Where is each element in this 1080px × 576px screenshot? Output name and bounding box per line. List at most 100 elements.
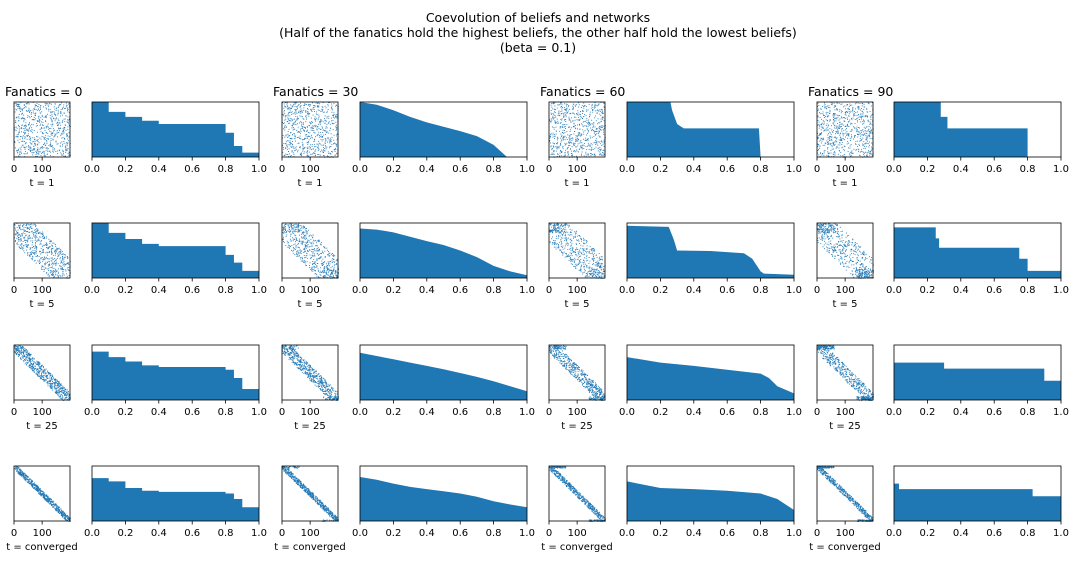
scatter-point [15,130,17,131]
scatter-point [292,141,293,142]
scatter-point [300,257,302,258]
scatter-point [328,270,330,272]
scatter-point [299,359,301,361]
scatter-point [307,231,308,233]
scatter-point [41,364,43,366]
scatter-point [329,123,331,125]
scatter-point [27,252,29,254]
scatter-point [67,256,69,258]
scatter-point [297,230,299,231]
scatter-point [17,466,19,468]
scatter-point [45,121,47,123]
scatter-point [297,355,299,356]
scatter-point [41,111,43,113]
scatter-point [58,127,60,129]
scatter-point [335,260,337,262]
scatter-point [18,114,20,116]
scatter-point [307,250,308,251]
scatter-point [43,116,45,118]
scatter-point [62,259,64,261]
scatter-point [303,368,305,370]
scatter-point [326,512,328,514]
scatter-point [57,274,59,276]
scatter-point [40,147,42,149]
scatter-point [59,395,61,397]
scatter-point [64,118,66,120]
scatter-point [300,360,301,362]
scatter-point [300,230,302,231]
scatter-point [304,369,306,371]
scatter-point [292,127,294,128]
scatter-point [25,245,27,247]
scatter-point [306,130,308,132]
scatter-point [313,247,315,249]
scatter-point [36,254,38,256]
area-frame [359,344,528,401]
scatter-point [284,354,286,356]
scatter-point [291,228,293,230]
scatter-point [32,109,34,111]
scatter-point [320,256,322,258]
scatter-point [53,113,55,115]
scatter-point [43,236,45,238]
scatter-point [41,265,43,267]
scatter-point [45,116,47,118]
scatter-point [26,246,28,248]
scatter-point [297,126,299,128]
scatter-point [295,348,296,350]
scatter-point [67,262,69,264]
scatter-point [326,393,328,394]
scatter-point [65,151,67,153]
scatter-point [323,147,324,148]
scatter-point [14,468,16,470]
scatter-point [294,108,296,110]
scatter-point [42,151,44,153]
scatter-point [292,144,294,145]
scatter-point [66,519,68,521]
scatter-point [284,350,286,352]
scatter-point [35,115,37,117]
scatter-point [67,110,69,112]
scatter-point [309,148,311,150]
scatter-point [38,365,40,367]
scatter-point [57,392,59,394]
scatter-point [39,364,41,366]
scatter-point [52,503,54,505]
scatter-point [59,128,61,130]
scatter-point [51,389,53,391]
scatter-point [293,152,295,154]
scatter-point [319,270,321,272]
scatter-point [49,250,51,252]
scatter-point [39,129,41,131]
scatter-point [40,257,42,259]
scatter-point [51,248,53,250]
scatter-point [57,510,59,512]
scatter-point [312,130,314,131]
scatter-point [23,237,25,239]
scatter-point [57,152,58,154]
scatter-point [305,360,307,362]
scatter-point [293,354,295,356]
scatter-point [42,237,44,239]
scatter-point [300,260,302,262]
scatter-point [327,511,329,513]
scatter-point [297,243,299,245]
scatter-point [309,137,311,139]
scatter-point [332,270,334,272]
scatter-point [285,135,287,137]
scatter-point [304,130,306,132]
scatter-point [31,137,33,139]
scatter-point [68,270,70,272]
scatter-point [336,275,337,277]
scatter-point [28,107,30,109]
scatter-point [26,243,28,245]
scatter-point [61,387,63,389]
scatter-point [49,503,51,504]
scatter-point [37,486,39,488]
scatter-point [321,387,323,389]
scatter-point [39,372,40,374]
scatter-point [329,274,331,275]
scatter-point [32,485,34,487]
